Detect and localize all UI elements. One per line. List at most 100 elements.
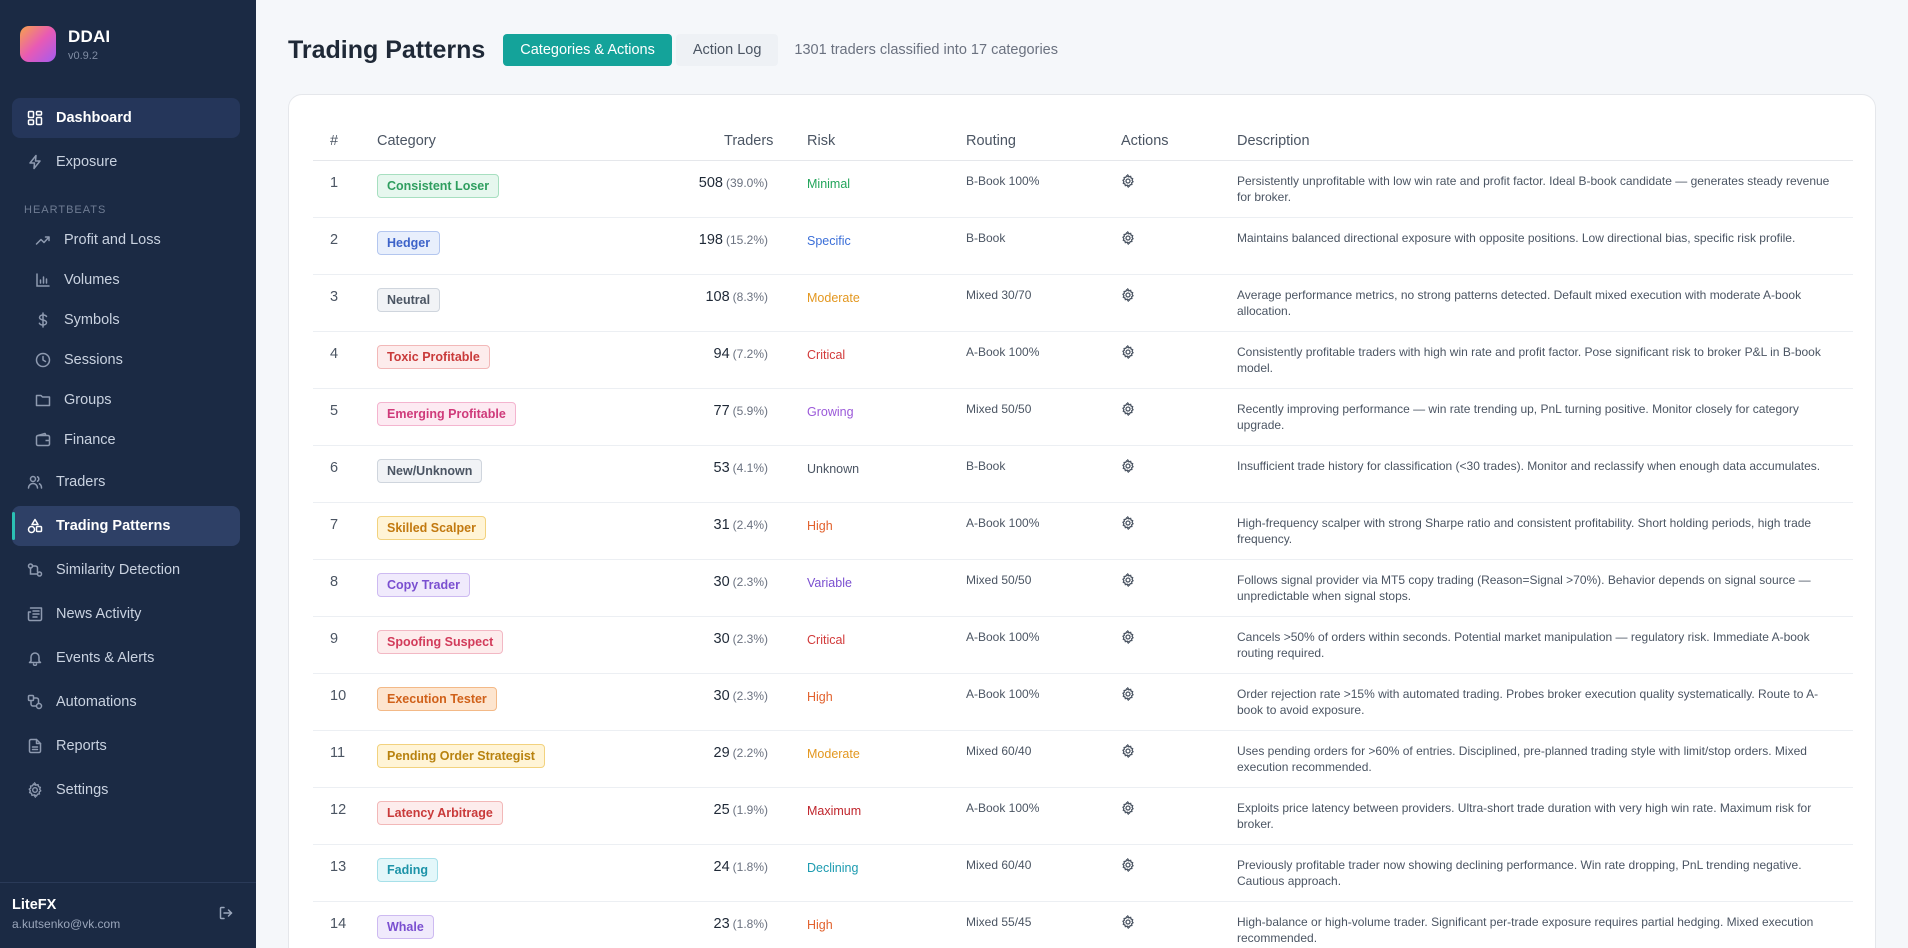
sidebar: DDAI v0.9.2 Dashboard Exposure HEARTBEAT… <box>0 0 256 948</box>
risk-label: Maximum <box>807 804 862 818</box>
risk-label: Unknown <box>807 462 860 476</box>
category-badge[interactable]: Spoofing Suspect <box>377 630 504 654</box>
sidebar-item-volumes[interactable]: Volumes <box>12 262 240 298</box>
settings-gear-icon[interactable] <box>1121 856 1135 877</box>
gear-icon <box>26 781 44 799</box>
settings-gear-icon[interactable] <box>1121 457 1135 478</box>
sidebar-item-groups[interactable]: Groups <box>12 382 240 418</box>
sidebar-item-label: Traders <box>56 474 106 490</box>
sidebar-item-similarity-detection[interactable]: Similarity Detection <box>12 550 240 590</box>
trader-share: (1.8%) <box>732 917 768 931</box>
settings-gear-icon[interactable] <box>1121 913 1135 934</box>
settings-gear-icon[interactable] <box>1121 343 1135 364</box>
trader-count-value: 29 <box>713 745 730 761</box>
trader-count-value: 94 <box>713 346 730 362</box>
category-badge[interactable]: Pending Order Strategist <box>377 744 545 768</box>
category-description: Exploits price latency between providers… <box>1237 801 1812 831</box>
sidebar-item-events-alerts[interactable]: Events & Alerts <box>12 638 240 678</box>
table-row[interactable]: 5 Emerging Profitable 77 (5.9%) Growing Mixed… <box>313 389 1853 446</box>
workflow-icon <box>26 693 44 711</box>
trader-share: (1.9%) <box>732 803 768 817</box>
table-row[interactable]: 6 New/Unknown 53 (4.1%) Unknown B-Book Insuffi… <box>313 446 1853 503</box>
trader-count: 508 (39.0%) <box>699 175 768 191</box>
column-header-description: Description <box>1237 133 1310 149</box>
category-badge[interactable]: Execution Tester <box>377 687 497 711</box>
sidebar-item-label: Profit and Loss <box>64 232 161 248</box>
category-badge[interactable]: Neutral <box>377 288 441 312</box>
category-description: Follows signal provider via MT5 copy tra… <box>1237 573 1811 603</box>
brand-version: v0.9.2 <box>68 49 98 62</box>
table-row[interactable]: 11 Pending Order Strategist 29 (2.2%) Modera… <box>313 731 1853 788</box>
trend-up-icon <box>34 231 52 249</box>
category-badge[interactable]: Consistent Loser <box>377 174 500 198</box>
table-row[interactable]: 4 Toxic Profitable 94 (7.2%) Critical A-Book … <box>313 332 1853 389</box>
category-badge[interactable]: New/Unknown <box>377 459 483 483</box>
routing-value: B-Book <box>966 459 1006 473</box>
table-row[interactable]: 12 Latency Arbitrage 25 (1.9%) Maximum A-Book… <box>313 788 1853 845</box>
table-row[interactable]: 14 Whale 23 (1.8%) High Mixed 55/45 High-balan… <box>313 902 1853 948</box>
sidebar-item-traders[interactable]: Traders <box>12 462 240 502</box>
settings-gear-icon[interactable] <box>1121 172 1135 193</box>
category-description: Previously profitable trader now showing… <box>1237 858 1802 888</box>
settings-gear-icon[interactable] <box>1121 400 1135 421</box>
sidebar-item-label: Finance <box>64 432 116 448</box>
category-badge[interactable]: Emerging Profitable <box>377 402 516 426</box>
settings-gear-icon[interactable] <box>1121 286 1135 307</box>
risk-label: Critical <box>807 348 846 362</box>
sidebar-item-exposure[interactable]: Exposure <box>12 142 240 182</box>
settings-gear-icon[interactable] <box>1121 514 1135 535</box>
table-row[interactable]: 9 Spoofing Suspect 30 (2.3%) Critical A-Book … <box>313 617 1853 674</box>
table-row[interactable]: 8 Copy Trader 30 (2.3%) Variable Mixed 50/50 F… <box>313 560 1853 617</box>
sidebar-item-profit-and-loss[interactable]: Profit and Loss <box>12 222 240 258</box>
settings-gear-icon[interactable] <box>1121 799 1135 820</box>
sidebar-section-heartbeats: HEARTBEATS <box>24 204 107 216</box>
table-row[interactable]: 3 Neutral 108 (8.3%) Moderate Mixed 30/70 Aver… <box>313 275 1853 332</box>
trader-share: (2.2%) <box>732 746 768 760</box>
settings-gear-icon[interactable] <box>1121 685 1135 706</box>
routing-value: Mixed 60/40 <box>966 858 1032 872</box>
trader-count: 29 (2.2%) <box>714 745 768 761</box>
sidebar-item-dashboard[interactable]: Dashboard <box>12 98 240 138</box>
column-header-traders: Traders <box>724 133 774 149</box>
table-row[interactable]: 1 Consistent Loser 508 (39.0%) Minimal B-Book… <box>313 161 1853 218</box>
sidebar-item-settings[interactable]: Settings <box>12 770 240 810</box>
table-row[interactable]: 13 Fading 24 (1.8%) Declining Mixed 60/40 Prev… <box>313 845 1853 902</box>
category-badge[interactable]: Latency Arbitrage <box>377 801 503 825</box>
dollar-icon <box>34 311 52 329</box>
sidebar-item-symbols[interactable]: Symbols <box>12 302 240 338</box>
tab-categories-actions[interactable]: Categories & Actions <box>503 34 672 66</box>
page-header: Trading Patterns Categories & Actions Ac… <box>288 34 1058 66</box>
category-badge[interactable]: Fading <box>377 858 438 882</box>
settings-gear-icon[interactable] <box>1121 229 1135 250</box>
settings-gear-icon[interactable] <box>1121 628 1135 649</box>
trader-count: 25 (1.9%) <box>714 802 768 818</box>
routing-value: B-Book <box>966 231 1006 245</box>
category-badge[interactable]: Hedger <box>377 231 441 255</box>
sidebar-item-automations[interactable]: Automations <box>12 682 240 722</box>
table-row[interactable]: 2 Hedger 198 (15.2%) Specific B-Book Maintains… <box>313 218 1853 275</box>
sidebar-item-sessions[interactable]: Sessions <box>12 342 240 378</box>
category-description: Cancels >50% of orders within seconds. P… <box>1237 630 1810 660</box>
brand[interactable]: DDAI v0.9.2 <box>20 26 110 62</box>
sidebar-item-trading-patterns[interactable]: Trading Patterns <box>12 506 240 546</box>
trader-count: 53 (4.1%) <box>714 460 768 476</box>
sidebar-item-news-activity[interactable]: News Activity <box>12 594 240 634</box>
category-badge[interactable]: Toxic Profitable <box>377 345 490 369</box>
trader-count: 77 (5.9%) <box>714 403 768 419</box>
tab-action-log[interactable]: Action Log <box>675 34 779 66</box>
category-badge[interactable]: Skilled Scalper <box>377 516 486 540</box>
classification-summary: 1301 traders classified into 17 categori… <box>794 42 1058 58</box>
routing-value: Mixed 60/40 <box>966 744 1032 758</box>
logout-icon[interactable] <box>218 905 234 926</box>
sidebar-item-finance[interactable]: Finance <box>12 422 240 458</box>
table-row[interactable]: 7 Skilled Scalper 31 (2.4%) High A-Book 100% H… <box>313 503 1853 560</box>
trader-share: (1.8%) <box>732 860 768 874</box>
category-badge[interactable]: Copy Trader <box>377 573 470 597</box>
settings-gear-icon[interactable] <box>1121 571 1135 592</box>
sidebar-item-label: Groups <box>64 392 112 408</box>
settings-gear-icon[interactable] <box>1121 742 1135 763</box>
table-row[interactable]: 10 Execution Tester 30 (2.3%) High A-Book 100… <box>313 674 1853 731</box>
trader-count-value: 31 <box>713 517 730 533</box>
sidebar-item-reports[interactable]: Reports <box>12 726 240 766</box>
category-badge[interactable]: Whale <box>377 915 434 939</box>
